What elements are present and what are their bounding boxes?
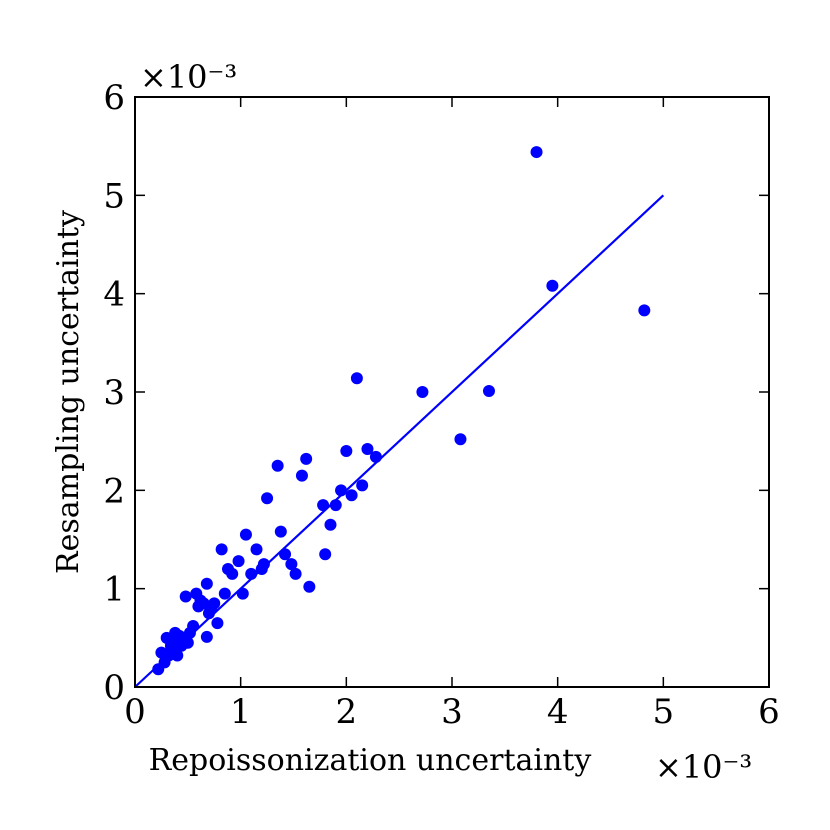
data-point: [350, 372, 363, 385]
x-tick-label: 5: [653, 692, 675, 732]
data-point: [530, 146, 543, 159]
data-point: [345, 489, 358, 502]
data-point: [546, 279, 559, 292]
data-point: [454, 433, 467, 446]
data-point: [416, 386, 429, 398]
y-tick-label: 1: [103, 570, 125, 610]
data-point: [218, 587, 231, 600]
x-axis-label: Repoissonization uncertainty: [149, 743, 592, 778]
data-point: [232, 555, 245, 568]
data-point: [303, 580, 316, 593]
x-tick-label: 6: [758, 692, 780, 732]
y-tick-label: 3: [103, 373, 125, 413]
data-point: [261, 492, 274, 505]
y-tick-label: 2: [103, 471, 125, 511]
data-point: [340, 445, 353, 457]
data-point: [295, 469, 308, 482]
ticks: 0 1 2 3 4 5 6 0 1 2 3 4 5 6: [103, 78, 779, 732]
data-point: [245, 567, 258, 580]
data-point: [289, 567, 302, 580]
data-point: [638, 304, 651, 317]
data-point: [215, 543, 228, 556]
data-point: [324, 518, 337, 531]
data-point: [369, 450, 382, 463]
data-point: [200, 630, 213, 643]
data-point: [482, 385, 495, 398]
data-point: [250, 543, 263, 556]
data-point: [165, 643, 178, 656]
y-tick-label: 5: [103, 176, 125, 216]
data-point: [319, 548, 332, 561]
data-point: [181, 636, 194, 649]
y-tick-label: 4: [103, 275, 125, 315]
x-tick-label: 3: [441, 692, 463, 732]
data-point: [239, 528, 252, 541]
x-tick-label: 0: [124, 692, 146, 732]
data-point: [187, 620, 200, 633]
data-point: [335, 484, 348, 497]
data-point: [211, 617, 224, 630]
y-tick-label: 0: [103, 668, 125, 708]
y-tick-label: 6: [103, 78, 125, 118]
data-point: [226, 567, 239, 580]
data-point: [208, 597, 221, 610]
data-point: [179, 590, 192, 603]
data-point: [279, 548, 292, 561]
y-axis-label: Resampling uncertainty: [51, 210, 86, 574]
data-point: [271, 459, 284, 472]
data-point: [317, 499, 330, 512]
data-point: [329, 499, 342, 512]
x-tick-label: 1: [230, 692, 252, 732]
data-point: [285, 558, 298, 571]
data-point: [300, 452, 313, 465]
x-tick-label: 2: [336, 692, 358, 732]
x-tick-label: 4: [547, 692, 569, 732]
data-point: [361, 443, 374, 456]
plot-area: [134, 146, 665, 688]
data-point: [257, 558, 270, 571]
data-point: [356, 479, 369, 492]
fit-line: [134, 194, 665, 688]
data-point: [236, 587, 249, 600]
data-point: [200, 577, 213, 590]
data-point: [274, 525, 287, 538]
x-multiplier-label: ×10⁻³: [655, 748, 752, 786]
y-multiplier-label: ×10⁻³: [140, 58, 237, 96]
